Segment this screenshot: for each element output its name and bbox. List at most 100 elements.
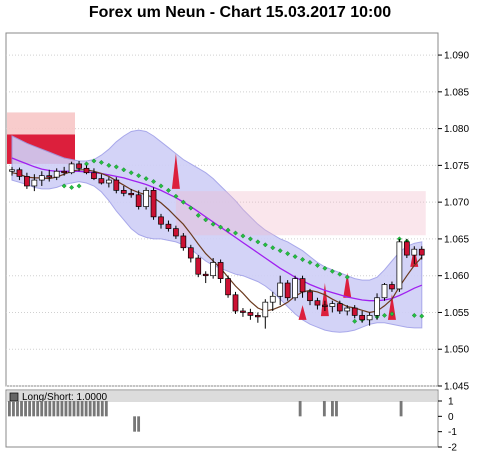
candle — [128, 192, 135, 196]
sar-point — [389, 311, 395, 317]
y-tick-label: 1.060 — [444, 271, 469, 282]
candle — [135, 194, 142, 207]
candle — [158, 216, 164, 225]
sar-point — [285, 251, 291, 257]
candle — [374, 297, 380, 316]
y-tick-label: 1.050 — [444, 345, 469, 356]
candle — [113, 179, 120, 191]
candle — [351, 307, 358, 316]
candle — [195, 257, 202, 275]
candle — [9, 169, 15, 172]
sl-flag — [171, 153, 180, 189]
sl-flag — [320, 283, 329, 317]
sar-point — [233, 230, 238, 236]
candle — [404, 241, 410, 256]
candle — [68, 163, 75, 174]
ls-bar — [100, 401, 104, 417]
candle — [180, 235, 187, 249]
candle — [336, 303, 343, 312]
sar-point — [113, 164, 119, 170]
ls-bar — [133, 416, 136, 432]
sar-point — [210, 221, 216, 227]
sar-point — [322, 265, 328, 271]
candle — [344, 307, 351, 312]
ls-bar — [68, 401, 72, 417]
candle — [187, 247, 194, 259]
y-tick-label: 1.075 — [444, 161, 469, 172]
sl-flag — [387, 294, 396, 320]
candle — [366, 315, 373, 321]
sar-point — [143, 176, 149, 182]
sar-point — [419, 313, 425, 319]
sar-point — [240, 233, 246, 239]
candle — [299, 278, 306, 293]
candle — [24, 176, 30, 187]
sar-point — [314, 262, 320, 268]
candle — [76, 163, 82, 169]
sar-point — [270, 245, 276, 251]
chart-title: Forex um Neun - Chart 15.03.2017 10:00 — [88, 4, 392, 21]
ls-bar — [399, 401, 403, 417]
candle — [314, 300, 321, 306]
ls-bar — [60, 401, 64, 417]
sar-point — [337, 271, 343, 277]
ls-tick-label: -2 — [448, 443, 457, 454]
candle — [292, 278, 298, 299]
candle — [16, 169, 23, 177]
ls-bar — [64, 401, 68, 417]
y-tick-label: 1.065 — [444, 234, 469, 245]
candle — [329, 303, 336, 307]
candle — [225, 278, 231, 296]
ls-bar — [8, 401, 11, 417]
candle — [98, 178, 105, 184]
ls-bar — [12, 401, 15, 417]
candle — [381, 284, 388, 299]
sar-point — [76, 183, 82, 189]
candle — [120, 190, 127, 194]
sar-point — [292, 254, 298, 260]
sl-flag — [298, 305, 307, 320]
candle — [91, 172, 97, 179]
candle — [277, 282, 284, 297]
daily-trading-region — [175, 191, 426, 236]
sar-point — [151, 179, 157, 185]
ls-bar — [137, 416, 141, 432]
ls-bar — [52, 401, 56, 417]
ls-swatch — [9, 392, 19, 402]
sar-point — [158, 183, 164, 189]
ls-bar — [40, 401, 44, 417]
y-tick-label: 1.045 — [444, 382, 469, 393]
ls-bar — [32, 401, 36, 417]
candle — [359, 315, 365, 321]
sar-point — [344, 274, 350, 280]
ls-bar — [84, 401, 88, 417]
sar-point — [307, 259, 313, 265]
candle — [217, 262, 224, 279]
y-tick-label: 1.055 — [444, 308, 469, 319]
ls-bar — [331, 401, 334, 417]
candle — [307, 291, 313, 302]
ls-bar — [76, 401, 80, 417]
ls-bar — [298, 401, 302, 417]
candle — [150, 190, 157, 218]
sar-point — [382, 312, 387, 318]
sar-point — [98, 159, 104, 165]
ls-bar — [88, 401, 92, 417]
candle — [240, 310, 246, 313]
sar-point — [180, 199, 186, 205]
candle — [232, 294, 239, 312]
candle — [143, 190, 149, 207]
candle — [31, 179, 38, 187]
sar-point — [277, 248, 283, 254]
ls-tick-label: 1 — [448, 397, 454, 408]
sar-point — [329, 268, 335, 274]
ls-title: Long/Short: 1.0000 — [22, 392, 108, 403]
ls-bar — [44, 401, 48, 417]
candle — [38, 175, 45, 181]
candle — [202, 273, 209, 277]
candle — [262, 301, 269, 318]
candle — [53, 170, 60, 178]
sar-point — [247, 236, 253, 242]
sma20-line — [11, 157, 423, 302]
